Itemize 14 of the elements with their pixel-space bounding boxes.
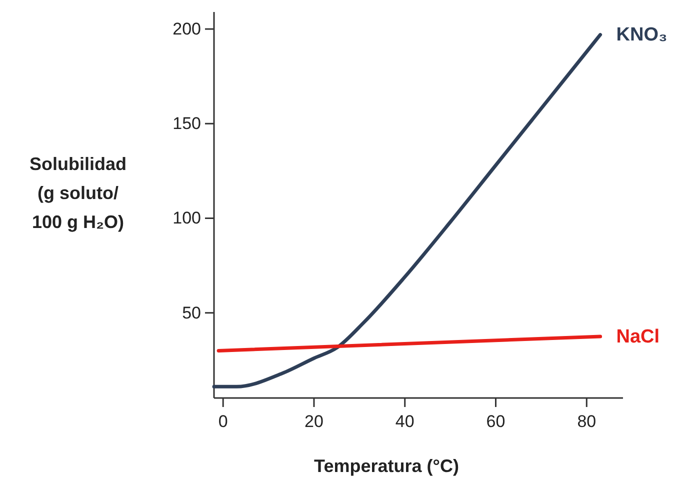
y-tick-label: 150: [172, 114, 201, 134]
y-tick-label: 50: [182, 303, 201, 322]
y-tick-label: 200: [172, 19, 201, 38]
x-tick-label: 80: [577, 412, 596, 432]
line-series: [212, 32, 602, 388]
series-label: KNO₃: [616, 24, 668, 46]
x-tick-label: 20: [304, 412, 324, 432]
x-tick-label: 40: [395, 412, 414, 432]
x-tick-label: 0: [218, 412, 228, 432]
series-label: NaCl: [616, 326, 660, 348]
y-tick-label: 100: [172, 208, 201, 228]
y-axis-title: Solubilidad (g soluto/ 100 g H₂O): [30, 154, 126, 232]
x-tick-label: 60: [486, 412, 506, 432]
x-axis-title: Temperatura (°C): [314, 456, 459, 476]
